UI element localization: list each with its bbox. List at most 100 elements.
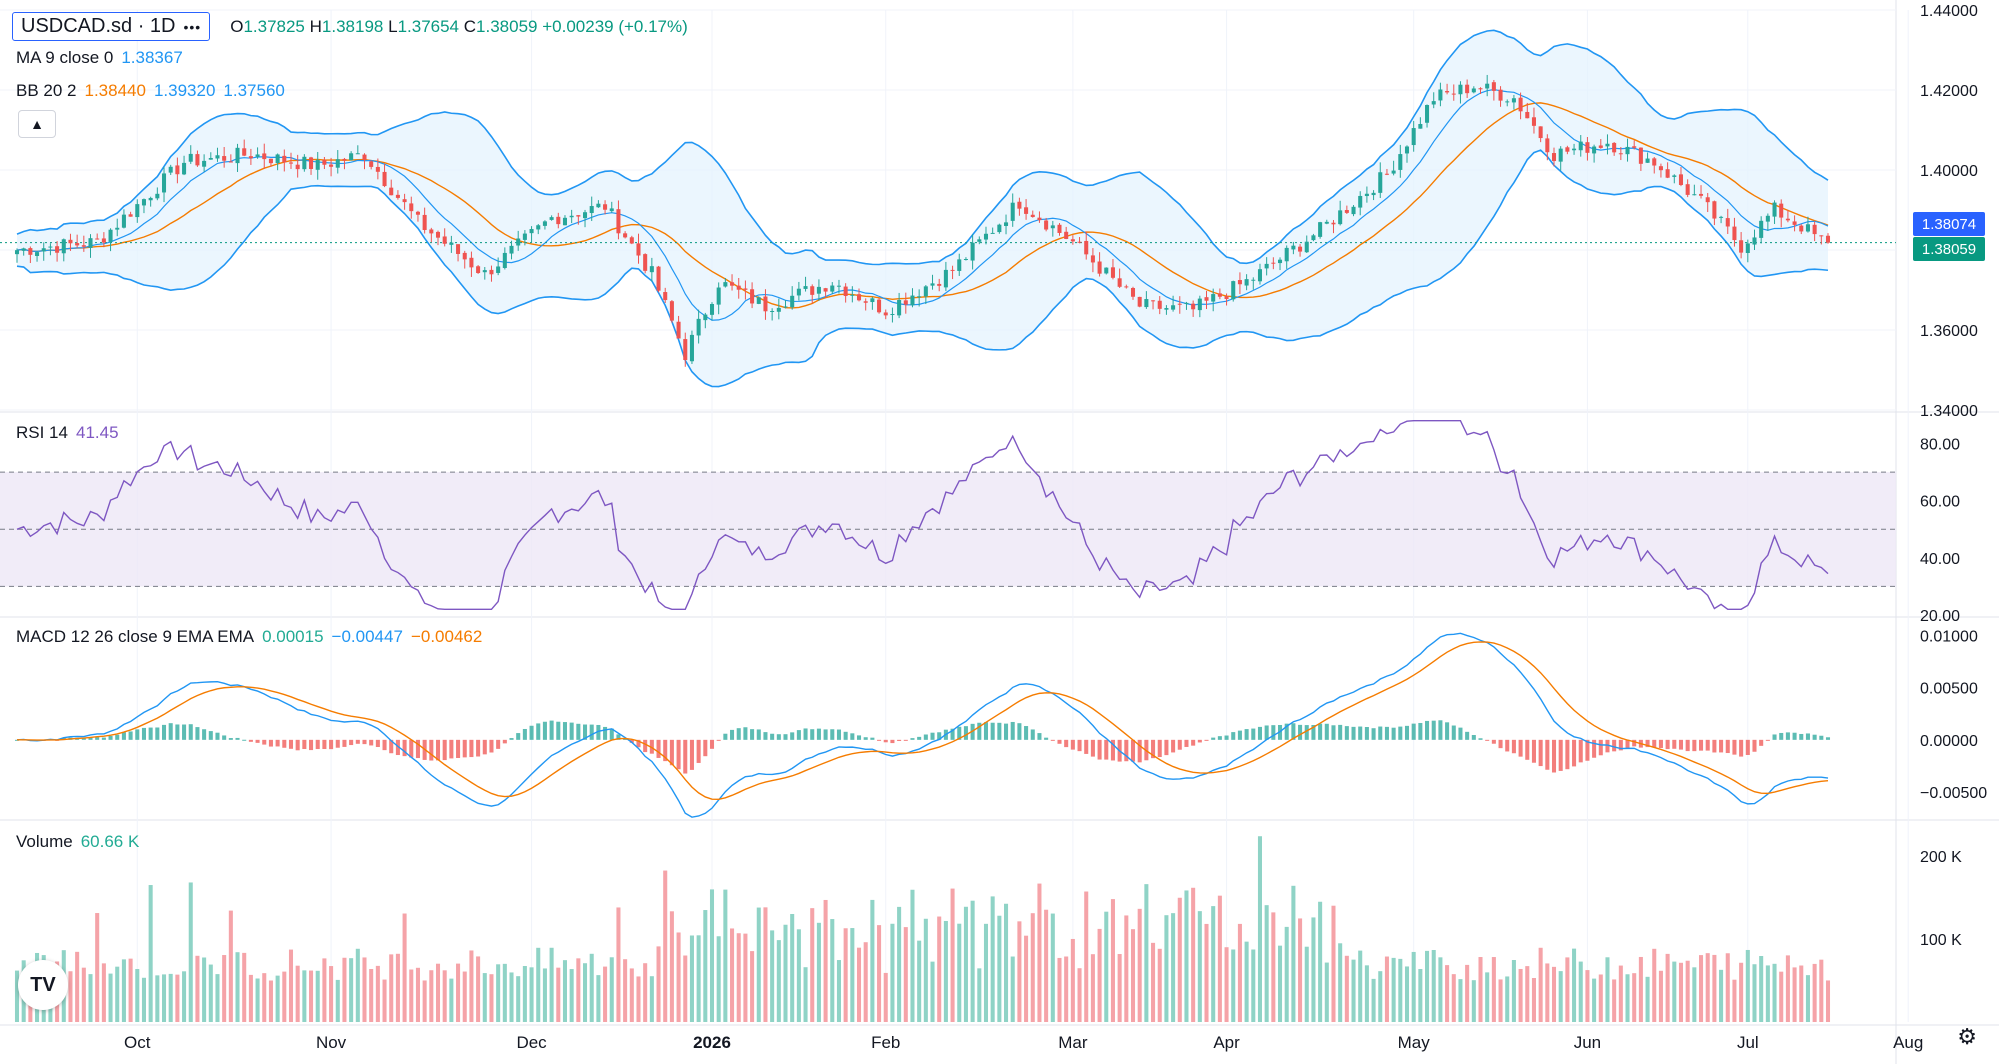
volume-bar [222, 955, 227, 1022]
candle-body [917, 296, 922, 298]
candle-body [977, 239, 982, 242]
macd-hist-bar [816, 728, 821, 740]
candle-body [202, 160, 207, 167]
symbol-button[interactable]: USDCAD.sd · 1D ••• [12, 12, 211, 41]
volume-bar [1064, 956, 1069, 1022]
bb-legend-label: BB 20 2 [16, 81, 77, 100]
bb-legend[interactable]: BB 20 2 1.38440 1.39320 1.37560 [16, 81, 285, 101]
candle-body [856, 294, 862, 301]
macd-hist-bar [562, 722, 568, 740]
candle-body [736, 285, 741, 290]
candle-body [1197, 298, 1202, 311]
volume-bar [215, 974, 220, 1022]
macd-hist-bar [1719, 739, 1724, 753]
macd-hist-bar [429, 739, 434, 761]
candle-body [1665, 169, 1670, 178]
volume-bar [1538, 947, 1543, 1022]
volume-bar [923, 918, 928, 1022]
candle-body [1117, 278, 1122, 287]
candle-body [228, 161, 233, 163]
volume-bar [1117, 954, 1122, 1022]
macd-hist-bar [1204, 739, 1209, 741]
macd-legend[interactable]: MACD 12 26 close 9 EMA EMA 0.00015 −0.00… [16, 627, 482, 647]
macd-tick-label: 0.00000 [1920, 733, 1978, 750]
macd-hist-bar [108, 735, 113, 740]
macd-hist-bar [1739, 739, 1744, 757]
candle-body [121, 214, 126, 228]
volume-bar [1625, 974, 1630, 1022]
volume-bar [1097, 928, 1102, 1022]
candle-body [643, 254, 648, 271]
candle-body [476, 266, 481, 274]
volume-bar [1445, 965, 1450, 1022]
tradingview-logo-icon[interactable]: TV [18, 960, 68, 1010]
candle-body [182, 162, 187, 175]
candle-body [1104, 267, 1109, 274]
candle-body [1084, 240, 1089, 255]
macd-hist-bar [496, 739, 501, 749]
volume-bar [683, 955, 688, 1022]
candle-body [1471, 88, 1476, 93]
macd-hist-bar [1318, 723, 1323, 740]
candle-body [616, 209, 621, 234]
candle-body [375, 166, 380, 172]
rsi-legend-label: RSI 14 [16, 423, 68, 442]
macd-hist-bar [903, 739, 908, 741]
candle-body [1551, 153, 1557, 162]
candle-body [175, 165, 180, 175]
volume-bar [776, 940, 781, 1022]
volume-bar [275, 975, 280, 1022]
volume-bar [542, 968, 547, 1022]
rsi-legend[interactable]: RSI 14 41.45 [16, 423, 119, 443]
candle-body [135, 204, 140, 218]
volume-bar [1151, 942, 1156, 1022]
candle-body [309, 157, 314, 169]
volume-bar [1391, 957, 1396, 1022]
volume-bar [669, 911, 674, 1022]
macd-hist-bar [509, 738, 514, 740]
volume-bar [1344, 955, 1349, 1022]
volume-bar [649, 976, 654, 1022]
macd-tick-label: −0.00500 [1920, 785, 1987, 802]
volume-bar [75, 951, 80, 1022]
candle-body [48, 246, 53, 248]
macd-hist-bar [576, 723, 581, 740]
macd-hist-bar [723, 733, 728, 740]
volume-bar [1378, 971, 1383, 1022]
volume-bar [1044, 909, 1049, 1022]
volume-bar [429, 970, 434, 1022]
volume-bar [1785, 955, 1790, 1022]
ma-legend[interactable]: MA 9 close 0 1.38367 [16, 48, 183, 68]
candle-body [168, 166, 173, 173]
volume-bar [1164, 915, 1169, 1022]
macd-hist-bar [1531, 739, 1536, 763]
volume-bar [1792, 967, 1797, 1022]
volume-bar [1130, 929, 1136, 1022]
collapse-legend-button[interactable]: ▲ [18, 110, 56, 138]
volume-bar [1678, 962, 1684, 1022]
volume-bar [1665, 953, 1670, 1022]
volume-legend[interactable]: Volume 60.66 K [16, 832, 139, 852]
macd-hist-bar [810, 729, 815, 740]
candle-body [1004, 222, 1009, 226]
candle-body [1692, 194, 1697, 196]
volume-bar [1425, 950, 1430, 1022]
high-value: 1.38198 [321, 16, 384, 36]
last-price-tag: 1.38059 [1913, 237, 1985, 261]
volume-bar [1110, 899, 1115, 1022]
x-tick-label: Feb [871, 1033, 900, 1052]
macd-hist-bar [1097, 739, 1102, 760]
candle-body [1498, 89, 1503, 101]
gear-icon[interactable]: ⚙ [1957, 1024, 1977, 1049]
volume-bar [1277, 945, 1283, 1022]
volume-bar [836, 960, 841, 1022]
volume-bar [1485, 972, 1490, 1022]
volume-bar [703, 910, 708, 1022]
candle-body [242, 148, 247, 156]
macd-hist-bar [1485, 739, 1490, 741]
macd-hist-bar [1799, 733, 1804, 740]
more-dots-icon[interactable]: ••• [183, 18, 202, 35]
macd-hist-bar [1344, 726, 1349, 740]
candle-body [1211, 294, 1216, 302]
